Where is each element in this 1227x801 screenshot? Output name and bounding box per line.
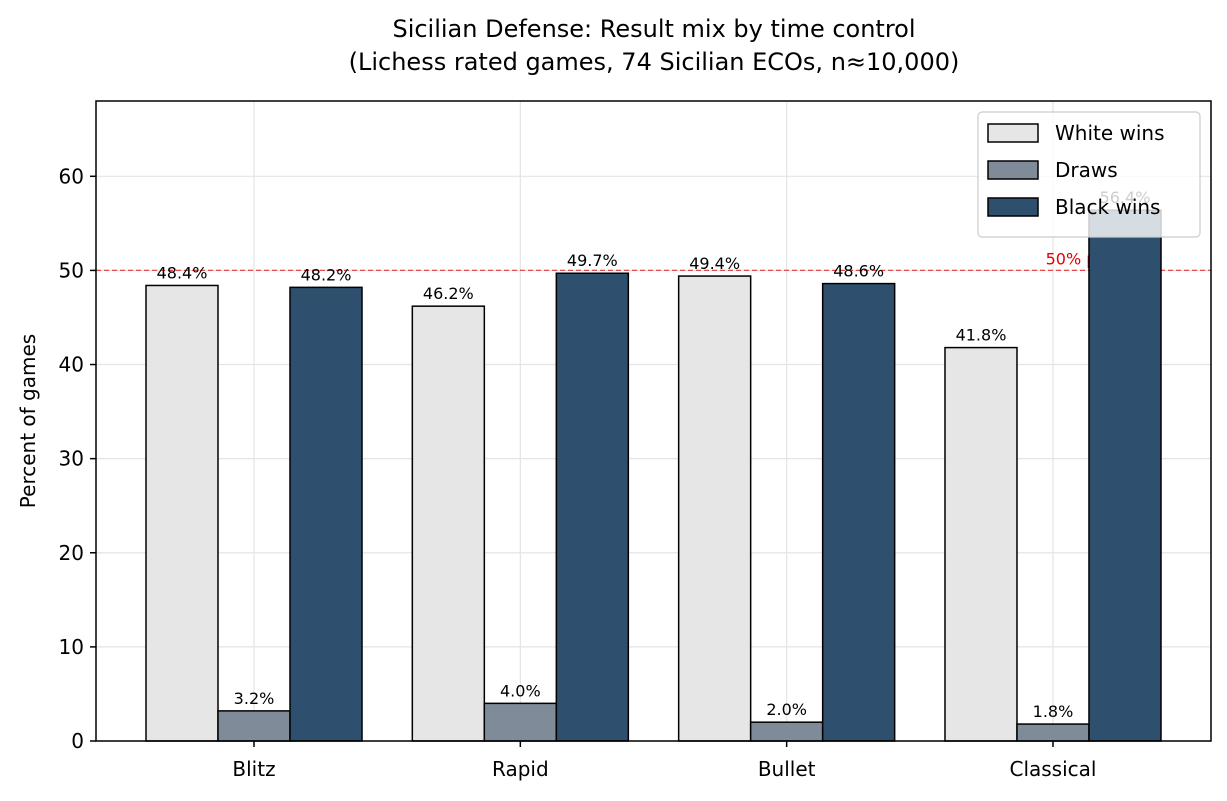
bar (289, 286, 363, 742)
legend-label: Black wins (1055, 195, 1160, 219)
bar (483, 702, 558, 742)
y-tick-label: 40 (59, 353, 84, 377)
bar-value-label: 41.8% (956, 326, 1007, 345)
bar (677, 275, 752, 742)
legend-swatch (987, 160, 1039, 180)
bar (555, 272, 630, 742)
bar-value-label: 48.6% (833, 262, 884, 281)
legend-swatch (987, 123, 1039, 143)
y-tick-label: 0 (71, 729, 84, 753)
bar (1088, 209, 1162, 742)
x-tick-label: Classical (1009, 757, 1096, 781)
bar (944, 346, 1018, 742)
bar-value-label: 3.2% (234, 689, 275, 708)
bar-value-label: 48.4% (157, 263, 208, 282)
bar (1016, 723, 1090, 742)
chart-title-line1: Sicilian Defense: Result mix by time con… (392, 15, 915, 43)
legend-swatch (987, 197, 1039, 217)
bar (217, 710, 291, 742)
bar-value-label: 1.8% (1033, 702, 1074, 721)
y-tick-label: 20 (59, 541, 84, 565)
bar-value-label: 49.7% (567, 251, 618, 270)
y-tick-label: 10 (59, 635, 84, 659)
x-tick-label: Bullet (758, 757, 816, 781)
data-labels: 48.4% 46.2% 49.4% 41.8% 3.2% 4.0% 2.0% 1.8% 48.2… (157, 188, 1151, 721)
bar-value-label: 4.0% (500, 681, 541, 700)
bar-value-label: 2.0% (766, 700, 807, 719)
bar-value-label: 46.2% (423, 284, 474, 303)
y-tick-label: 30 (59, 447, 84, 471)
bars (145, 209, 1162, 742)
y-axis-label: Percent of games (16, 334, 40, 508)
legend: White wins Draws Black wins (977, 111, 1201, 238)
x-tick-label: Rapid (492, 757, 549, 781)
x-tick-label: Blitz (232, 757, 275, 781)
y-tick-label: 60 (59, 164, 84, 188)
legend-label: White wins (1055, 121, 1165, 145)
reference-line-group: 50% parity (96, 249, 1211, 272)
bar (411, 305, 486, 742)
chart-title-line2: (Lichess rated games, 74 Sicilian ECOs, … (349, 48, 960, 76)
axes: 0 10 20 30 40 50 60 Blitz Rapid Bullet Classical (59, 100, 1212, 781)
bar (145, 284, 219, 742)
bar-value-label: 48.2% (301, 265, 352, 284)
bar (749, 721, 824, 742)
bar-value-label: 49.4% (689, 254, 740, 273)
plot-frame (95, 100, 1212, 742)
legend-label: Draws (1055, 158, 1118, 182)
y-tick-label: 50 (59, 258, 84, 282)
bar (821, 282, 896, 742)
